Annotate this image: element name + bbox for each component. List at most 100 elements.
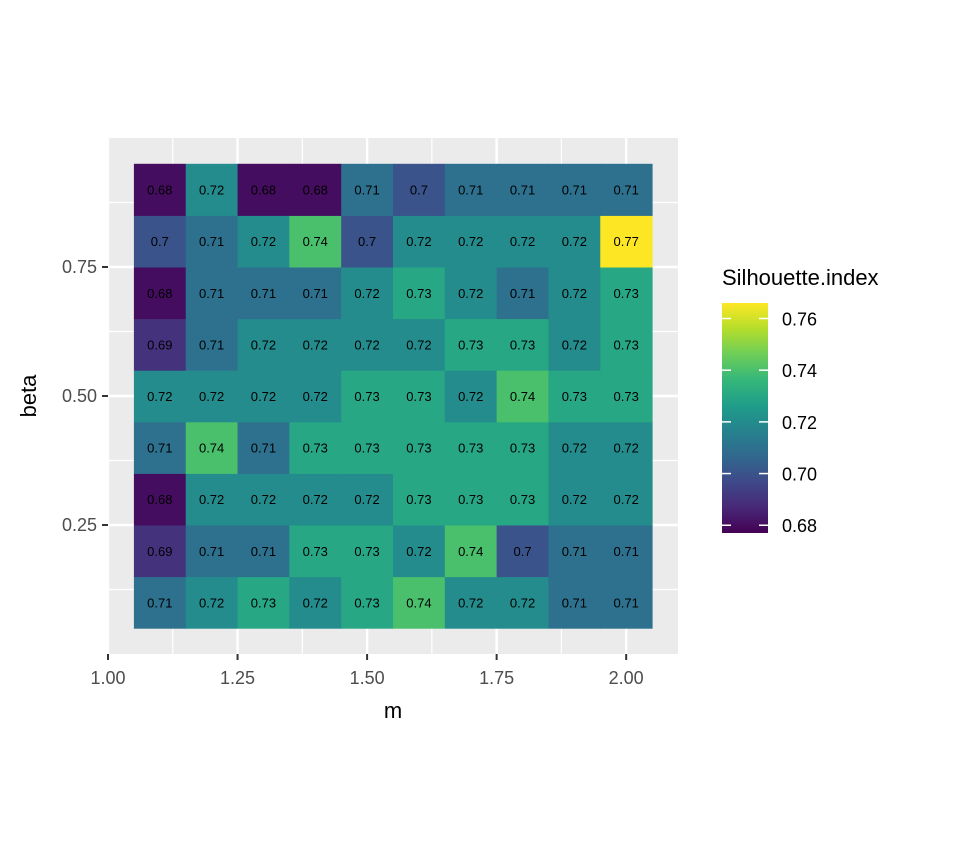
cell-value-label: 0.72 bbox=[303, 492, 328, 507]
cell-value-label: 0.74 bbox=[303, 234, 328, 249]
y-axis: 0.25 0.50 0.75 bbox=[62, 257, 108, 535]
cell-value-label: 0.71 bbox=[354, 183, 379, 198]
heatmap-cell bbox=[289, 576, 342, 629]
cell-value-label: 0.72 bbox=[458, 286, 483, 301]
heatmap-cell bbox=[393, 473, 446, 526]
cell-value-label: 0.71 bbox=[251, 441, 276, 456]
cell-value-label: 0.72 bbox=[458, 234, 483, 249]
cell-value-label: 0.71 bbox=[562, 544, 587, 559]
cell-value-label: 0.73 bbox=[614, 389, 639, 404]
heatmap-cell bbox=[289, 370, 342, 423]
heatmap-cell bbox=[185, 421, 239, 474]
heatmap-cell bbox=[600, 421, 653, 474]
heatmap-cell bbox=[341, 370, 394, 423]
cell-value-label: 0.71 bbox=[147, 441, 172, 456]
color-legend: Silhouette.index 0.68 0.70 0.72 0.74 0.76 bbox=[722, 265, 879, 536]
cell-value-label: 0.72 bbox=[251, 389, 276, 404]
heatmap-cell bbox=[237, 473, 290, 526]
heatmap-cell bbox=[289, 421, 342, 474]
cell-value-label: 0.73 bbox=[354, 389, 379, 404]
cell-value-label: 0.73 bbox=[562, 389, 587, 404]
heatmap-cell bbox=[185, 576, 239, 629]
heatmap-cell bbox=[548, 267, 601, 320]
legend-tick-label: 0.72 bbox=[782, 413, 817, 433]
heatmap-cell bbox=[341, 163, 394, 216]
cell-value-label: 0.72 bbox=[251, 337, 276, 352]
cell-value-label: 0.74 bbox=[458, 544, 483, 559]
heatmap-cell bbox=[133, 163, 187, 216]
legend-tick-label: 0.74 bbox=[782, 361, 817, 381]
heatmap-cell bbox=[548, 576, 601, 629]
cell-value-label: 0.73 bbox=[458, 441, 483, 456]
cell-value-label: 0.69 bbox=[147, 544, 172, 559]
heatmap-cells bbox=[133, 163, 653, 629]
heatmap-cell bbox=[289, 267, 342, 320]
heatmap-cell bbox=[133, 525, 187, 578]
heatmap-cell bbox=[444, 215, 498, 268]
heatmap-cell bbox=[600, 267, 653, 320]
cell-value-label: 0.72 bbox=[199, 492, 224, 507]
heatmap-cell bbox=[341, 473, 394, 526]
heatmap-cell bbox=[548, 370, 601, 423]
cell-value-label: 0.73 bbox=[354, 595, 379, 610]
heatmap-cell bbox=[289, 525, 342, 578]
heatmap-cell bbox=[444, 421, 498, 474]
cell-value-label: 0.72 bbox=[303, 337, 328, 352]
cell-value-label: 0.72 bbox=[303, 389, 328, 404]
legend-ticks: 0.68 0.70 0.72 0.74 0.76 bbox=[722, 310, 817, 536]
cell-value-label: 0.71 bbox=[562, 595, 587, 610]
heatmap-cell bbox=[237, 215, 290, 268]
y-axis-title: beta bbox=[16, 374, 41, 418]
cell-value-label: 0.73 bbox=[406, 389, 431, 404]
legend-colorbar bbox=[722, 303, 768, 533]
cell-value-label: 0.71 bbox=[147, 595, 172, 610]
heatmap-cell bbox=[133, 576, 187, 629]
heatmap-cell bbox=[237, 421, 290, 474]
cell-value-label: 0.72 bbox=[510, 234, 535, 249]
heatmap-cell bbox=[600, 318, 653, 371]
cell-value-label: 0.73 bbox=[406, 286, 431, 301]
cell-value-label: 0.74 bbox=[199, 441, 224, 456]
y-tick-label: 0.25 bbox=[62, 515, 97, 535]
cell-value-label: 0.72 bbox=[458, 389, 483, 404]
heatmap-cell bbox=[444, 318, 498, 371]
heatmap-cell bbox=[496, 525, 549, 578]
heatmap-cell bbox=[185, 525, 239, 578]
cell-value-label: 0.7 bbox=[410, 183, 428, 198]
heatmap-cell bbox=[600, 163, 653, 216]
cell-value-label: 0.72 bbox=[199, 595, 224, 610]
cell-value-label: 0.73 bbox=[354, 441, 379, 456]
heatmap-cell bbox=[393, 163, 446, 216]
cell-value-label: 0.71 bbox=[199, 544, 224, 559]
heatmap-cell bbox=[496, 215, 549, 268]
heatmap-cell bbox=[237, 163, 290, 216]
x-tick-label: 2.00 bbox=[609, 668, 644, 688]
heatmap-cell bbox=[496, 370, 549, 423]
cell-value-label: 0.71 bbox=[614, 544, 639, 559]
heatmap-cell bbox=[133, 473, 187, 526]
cell-value-label: 0.71 bbox=[614, 183, 639, 198]
heatmap-cell bbox=[496, 318, 549, 371]
cell-value-label: 0.72 bbox=[354, 337, 379, 352]
x-tick-label: 1.50 bbox=[350, 668, 385, 688]
cell-value-label: 0.73 bbox=[406, 441, 431, 456]
heatmap-cell bbox=[548, 421, 601, 474]
heatmap-cell bbox=[237, 525, 290, 578]
cell-value-label: 0.72 bbox=[562, 234, 587, 249]
heatmap-cell bbox=[548, 163, 601, 216]
heatmap-cell bbox=[185, 473, 239, 526]
cell-value-label: 0.7 bbox=[358, 234, 376, 249]
cell-value-label: 0.71 bbox=[562, 183, 587, 198]
heatmap-cell bbox=[600, 525, 653, 578]
legend-title: Silhouette.index bbox=[722, 265, 879, 290]
x-tick-label: 1.75 bbox=[479, 668, 514, 688]
heatmap-cell bbox=[133, 215, 187, 268]
legend-tick-label: 0.76 bbox=[782, 310, 817, 330]
cell-value-label: 0.71 bbox=[510, 286, 535, 301]
heatmap-cell bbox=[496, 473, 549, 526]
cell-value-label: 0.71 bbox=[199, 337, 224, 352]
cell-value-label: 0.72 bbox=[614, 441, 639, 456]
cell-value-label: 0.73 bbox=[614, 337, 639, 352]
cell-value-label: 0.71 bbox=[251, 544, 276, 559]
cell-value-label: 0.73 bbox=[510, 441, 535, 456]
